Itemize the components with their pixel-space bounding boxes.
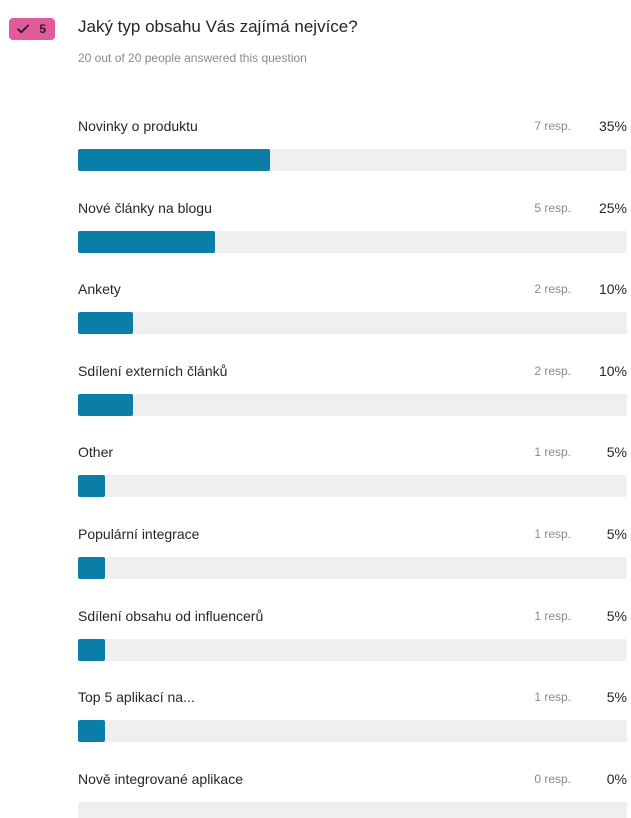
question-title: Jaký typ obsahu Vás zajímá nejvíce?: [78, 17, 358, 36]
answer-bar-track: [78, 393, 627, 416]
answer-percent: 10%: [598, 281, 627, 298]
question-number-badge: 5: [9, 18, 55, 40]
answer-row: Nové články na blogu 5 resp. 25%: [78, 199, 629, 281]
answer-label: Populární integrace: [78, 525, 200, 542]
answer-percent: 5%: [606, 607, 627, 624]
answer-percent: 5%: [606, 444, 627, 461]
question-response-count: 20 out of 20 people answered this questi…: [78, 51, 307, 65]
answer-bar-track: [78, 556, 627, 579]
answer-bar-track: [78, 312, 627, 335]
answer-response-count: 2 resp.: [534, 282, 571, 297]
answer-row: Top 5 aplikací na... 1 resp. 5%: [78, 688, 629, 770]
answer-response-count: 2 resp.: [534, 363, 571, 378]
answer-label: Novinky o produktu: [78, 118, 198, 134]
answer-label: Other: [78, 444, 114, 461]
answer-response-count: 1 resp.: [534, 608, 571, 623]
answer-bar-track: [78, 475, 627, 498]
answer-response-count: 1 resp.: [534, 690, 571, 705]
checkmark-icon: [17, 24, 29, 34]
answer-list: Novinky o produktu 7 resp. 35% Nové články …: [78, 117, 629, 818]
answer-response-count: 1 resp.: [534, 445, 571, 460]
answer-bar-track: [78, 149, 627, 171]
answer-row: Ankety 2 resp. 10%: [78, 280, 629, 362]
answer-percent: 5%: [606, 689, 627, 706]
answer-label: Nové články na blogu: [78, 199, 212, 216]
answer-percent: 5%: [606, 525, 627, 542]
answer-label: Top 5 aplikací na...: [78, 689, 195, 706]
answer-percent: 25%: [598, 199, 627, 216]
answer-bar-track: [78, 801, 627, 818]
answer-row: Other 1 resp. 5%: [78, 443, 629, 525]
answer-percent: 10%: [598, 362, 627, 379]
answer-row: Nově integrované aplikace 0 resp. 0%: [78, 770, 629, 818]
answer-bar-fill: [78, 312, 133, 335]
answer-bar-fill: [78, 556, 106, 579]
answer-bar-fill: [78, 149, 271, 171]
answer-response-count: 0 resp.: [534, 771, 571, 786]
answer-bar-fill: [78, 230, 216, 253]
answer-bar-track: [78, 230, 627, 253]
answer-row: Novinky o produktu 7 resp. 35%: [78, 117, 629, 199]
answer-row: Populární integrace 1 resp. 5%: [78, 525, 629, 607]
answer-bar-fill: [78, 720, 106, 743]
answer-label: Nově integrované aplikace: [78, 770, 243, 787]
answer-bar-track: [78, 720, 627, 743]
answer-label: Ankety: [78, 281, 121, 298]
answer-bar-fill: [78, 475, 106, 498]
answer-percent: 35%: [598, 118, 627, 134]
answer-label: Sdílení obsahu od influencerů: [78, 607, 264, 624]
answer-bar-fill: [78, 638, 106, 661]
answer-row: Sdílení externích článků 2 resp. 10%: [78, 362, 629, 444]
answer-response-count: 1 resp.: [534, 526, 571, 541]
answer-row: Sdílení obsahu od influencerů 1 resp. 5%: [78, 607, 629, 689]
answer-response-count: 5 resp.: [534, 200, 571, 215]
question-number: 5: [39, 22, 46, 36]
answer-response-count: 7 resp.: [534, 119, 571, 133]
answer-percent: 0%: [606, 770, 627, 787]
answer-label: Sdílení externích článků: [78, 362, 228, 379]
answer-bar-fill: [78, 393, 133, 416]
answer-bar-track: [78, 638, 627, 661]
